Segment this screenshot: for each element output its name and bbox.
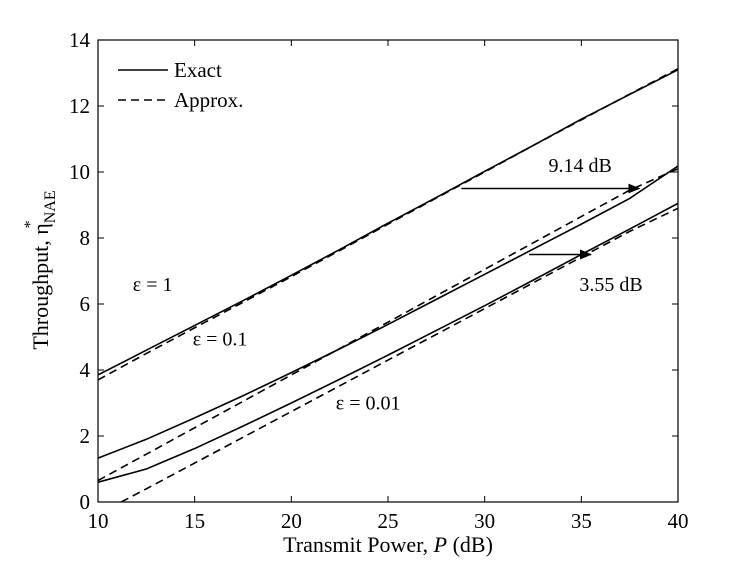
legend-label: Approx. — [174, 88, 243, 112]
x-tick-label: 10 — [88, 509, 109, 533]
y-tick-label: 2 — [80, 424, 91, 448]
series-line-4-dashed — [98, 167, 678, 482]
annotation-label: ε = 0.1 — [193, 328, 248, 350]
x-axis-label: Transmit Power, P (dB) — [283, 532, 493, 557]
x-tick-label: 15 — [184, 509, 205, 533]
annotation-label: ε = 0.01 — [336, 393, 401, 415]
x-tick-label: 25 — [378, 509, 399, 533]
x-tick-label: 40 — [668, 509, 689, 533]
x-tick-label: 20 — [281, 509, 302, 533]
series-line-3-solid — [98, 165, 678, 459]
y-tick-label: 14 — [69, 28, 91, 52]
axes: 10 15 20 25 30 35 40 0 2 4 6 8 10 12 14 — [69, 28, 689, 533]
x-tick-label: 30 — [474, 509, 495, 533]
y-tick-label: 12 — [69, 94, 90, 118]
legend-label: Exact — [174, 58, 222, 82]
svg-text:Throughput, ηNAE*: Throughput, ηNAE* — [22, 190, 59, 349]
y-tick-label: 6 — [80, 292, 91, 316]
annotation-label: ε = 1 — [133, 274, 173, 296]
series-line-2-dashed — [98, 68, 678, 381]
y-tick-label: 4 — [80, 358, 91, 382]
annotation-label: 9.14 dB — [548, 155, 611, 177]
annotation-label: 3.55 dB — [579, 274, 642, 296]
y-tick-label: 10 — [69, 160, 90, 184]
y-tick-label: 8 — [80, 226, 91, 250]
y-axis-label: Throughput, ηNAE* — [22, 190, 59, 349]
x-tick-label: 35 — [571, 509, 592, 533]
legend: Exact Approx. — [118, 58, 243, 112]
y-tick-label: 0 — [80, 490, 91, 514]
